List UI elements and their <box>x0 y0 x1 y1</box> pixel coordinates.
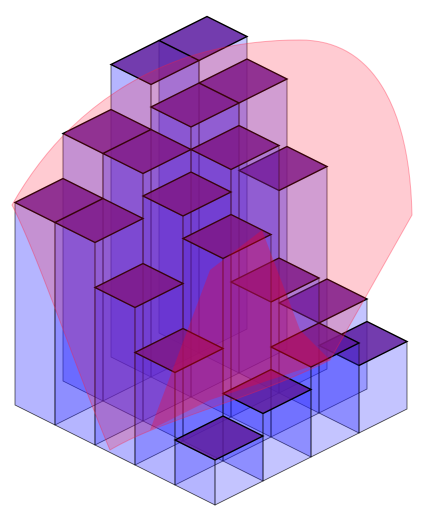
bar <box>93 262 185 466</box>
bar-top <box>181 213 273 260</box>
bar-top <box>149 82 241 128</box>
bar-top <box>93 262 185 309</box>
surface-peak <box>150 230 330 430</box>
bar-top <box>189 124 281 171</box>
bar-top <box>133 327 225 374</box>
surface <box>11 39 413 451</box>
bar-top <box>221 368 313 415</box>
bar <box>317 320 409 434</box>
bar-top <box>53 197 145 244</box>
bar <box>13 177 105 426</box>
bar-top <box>277 278 369 324</box>
bar-grid <box>13 15 409 506</box>
bar-top <box>229 257 321 303</box>
bar-top <box>237 145 329 192</box>
bar <box>173 415 265 506</box>
bar-top <box>101 128 193 175</box>
bar-top <box>173 415 265 461</box>
bar-top <box>109 39 201 86</box>
bar-top <box>269 322 361 368</box>
bar-top <box>141 171 233 217</box>
